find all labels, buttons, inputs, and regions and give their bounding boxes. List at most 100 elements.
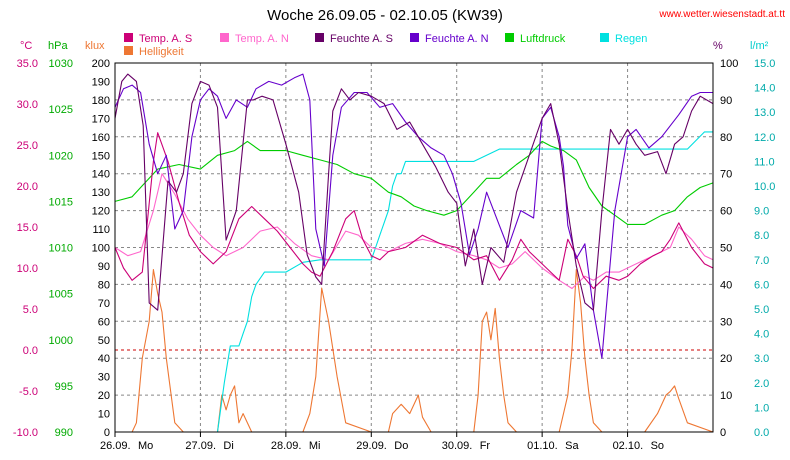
lux-tick-label: 150 <box>92 150 110 162</box>
day-name-label: Mo <box>138 440 153 452</box>
lux-tick-label: 130 <box>92 187 110 199</box>
hum-tick-label: 90 <box>720 95 732 107</box>
day-date-label: 28.09. <box>271 440 302 452</box>
legend-label: Regen <box>615 33 647 45</box>
temp-unit-label: °C <box>20 40 32 52</box>
lux-tick-label: 60 <box>98 316 110 328</box>
hum-tick-label: 80 <box>720 132 732 144</box>
lux-tick-label: 100 <box>92 243 110 255</box>
rain-tick-label: 14.0 <box>754 83 775 95</box>
plot-frame <box>114 62 714 437</box>
lux-tick-label: 0 <box>104 427 110 439</box>
day-date-label: 30.09. <box>442 440 473 452</box>
series-line-regen <box>115 131 713 433</box>
lux-tick-label: 200 <box>92 58 110 70</box>
grid <box>115 63 713 432</box>
day-name-label: Do <box>394 440 408 452</box>
temp-tick-label: -10.0 <box>13 427 38 439</box>
hum-tick-label: 40 <box>720 279 732 291</box>
rain-tick-label: 8.0 <box>754 230 769 242</box>
series-line-luftdruck <box>114 140 714 225</box>
rain-tick-label: 9.0 <box>754 206 769 218</box>
temp-tick-label: 25.0 <box>17 140 38 152</box>
hum-tick-label: 100 <box>720 58 738 70</box>
rain-unit-label: l/m² <box>750 40 769 52</box>
rain-tick-label: 10.0 <box>754 181 775 193</box>
legend-label: Feuchte A. N <box>425 33 489 45</box>
day-name-label: Mi <box>309 440 321 452</box>
rain-tick-label: 3.0 <box>754 353 769 365</box>
source-url: www.wetter.wiesenstadt.at.tt <box>658 9 785 20</box>
rain-tick-label: 2.0 <box>754 378 769 390</box>
lux-unit-label: klux <box>85 40 105 52</box>
press-tick-label: 1005 <box>49 289 73 301</box>
legend-label: Temp. A. S <box>139 33 192 45</box>
legend: Temp. A. S Temp. A. N Feuchte A. S Feuchte … <box>124 33 647 58</box>
day-name-label: Fr <box>480 440 491 452</box>
rain-tick-label: 1.0 <box>754 402 769 414</box>
lux-tick-label: 70 <box>98 298 110 310</box>
rain-tick-label: 13.0 <box>754 107 775 119</box>
day-name-label: So <box>651 440 664 452</box>
lux-tick-label: 170 <box>92 113 110 125</box>
lux-tick-label: 140 <box>92 169 110 181</box>
rain-tick-label: 0.0 <box>754 427 769 439</box>
lux-tick-label: 10 <box>98 409 110 421</box>
series-line-helligkeit <box>115 269 714 433</box>
legend-swatch <box>220 33 229 42</box>
series-line-temp_n <box>114 173 714 290</box>
lux-tick-label: 120 <box>92 206 110 218</box>
rain-tick-label: 5.0 <box>754 304 769 316</box>
press-tick-label: 1010 <box>49 243 73 255</box>
lux-tick-label: 40 <box>98 353 110 365</box>
lux-tick-label: 90 <box>98 261 110 273</box>
day-name-label: Sa <box>565 440 579 452</box>
series-layer <box>114 73 714 433</box>
rain-tick-label: 7.0 <box>754 255 769 267</box>
rain-tick-label: 6.0 <box>754 279 769 291</box>
press-tick-label: 995 <box>55 381 73 393</box>
lux-tick-label: 50 <box>98 335 110 347</box>
temp-tick-label: 35.0 <box>17 58 38 70</box>
lux-tick-label: 30 <box>98 372 110 384</box>
hum-tick-label: 0 <box>720 427 726 439</box>
plot-border <box>114 62 714 433</box>
rain-tick-label: 11.0 <box>754 156 775 168</box>
legend-swatch <box>124 33 133 42</box>
press-tick-label: 990 <box>55 427 73 439</box>
press-tick-label: 1015 <box>49 196 73 208</box>
series-line-feuchte_s <box>114 73 714 311</box>
legend-swatch <box>315 33 324 42</box>
lux-tick-label: 80 <box>98 279 110 291</box>
legend-label: Temp. A. N <box>235 33 289 45</box>
legend-swatch <box>600 33 609 42</box>
temp-tick-label: 10.0 <box>17 263 38 275</box>
legend-swatch <box>124 46 133 55</box>
rain-tick-label: 12.0 <box>754 132 775 144</box>
day-name-label: Di <box>223 440 233 452</box>
hum-tick-label: 60 <box>720 206 732 218</box>
temp-tick-label: 30.0 <box>17 99 38 111</box>
press-unit-label: hPa <box>48 40 68 52</box>
press-tick-label: 1000 <box>49 335 73 347</box>
hum-tick-label: 30 <box>720 316 732 328</box>
press-tick-label: 1025 <box>49 104 73 116</box>
hum-unit-label: % <box>713 40 723 52</box>
temp-tick-label: 0.0 <box>23 345 38 357</box>
legend-label: Luftdruck <box>520 33 566 45</box>
day-date-label: 29.09. <box>356 440 387 452</box>
day-date-label: 01.10. <box>527 440 558 452</box>
hum-tick-label: 20 <box>720 353 732 365</box>
hum-tick-label: 70 <box>720 169 732 181</box>
lux-tick-label: 180 <box>92 95 110 107</box>
tick-labels: 35.0 30.0 25.0 20.0 15.0 10.0 5.0 0.0 -5.0 -10.0 1… <box>13 58 776 452</box>
temp-tick-label: 5.0 <box>23 304 38 316</box>
rain-tick-label: 4.0 <box>754 329 769 341</box>
lux-tick-label: 160 <box>92 132 110 144</box>
day-date-label: 02.10. <box>613 440 644 452</box>
legend-label: Helligkeit <box>139 46 184 58</box>
day-date-label: 26.09. <box>100 440 131 452</box>
rain-tick-label: 15.0 <box>754 58 775 70</box>
legend-swatch <box>505 33 514 42</box>
